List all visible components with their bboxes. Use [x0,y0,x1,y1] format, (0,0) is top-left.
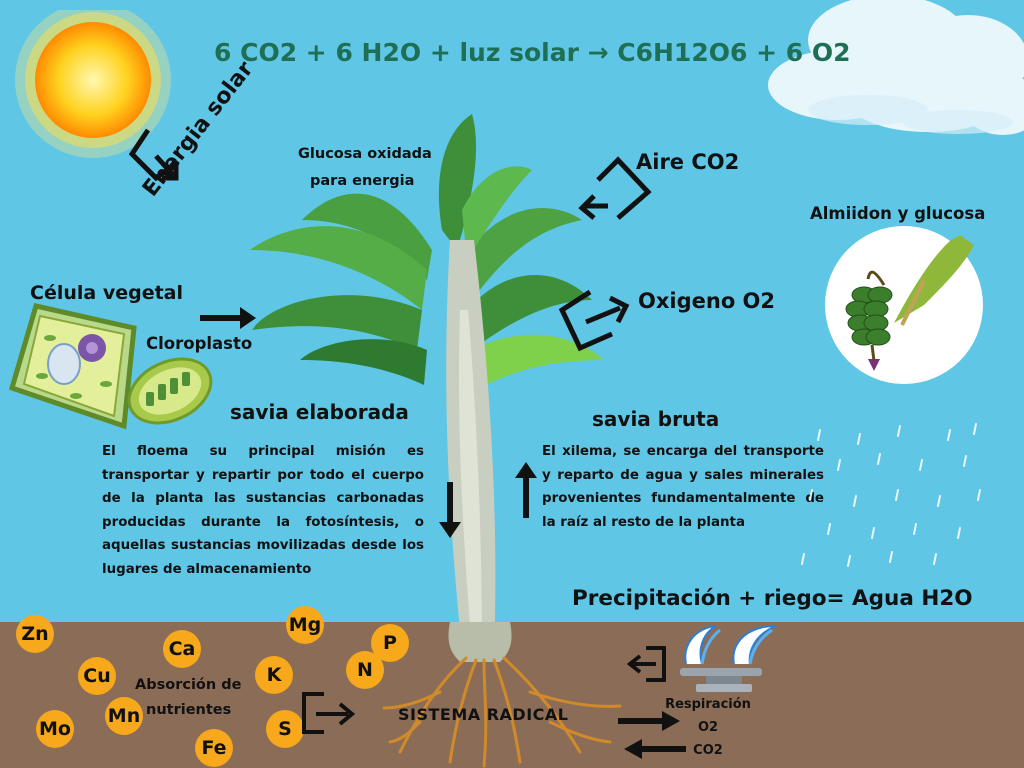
absorcion-label-line1: Absorción de [135,677,242,693]
nutrient-fe: Fe [195,729,233,767]
xilema-description: El xilema, se encarga del transporte y r… [542,444,824,530]
absorcion-label-line2: nutrientes [146,702,232,718]
respiracion-co2-label: CO2 [693,743,723,758]
glucosa-label-line2: para energia [310,173,415,189]
respiracion-o2-label: O2 [697,720,719,735]
roots-illustration [382,622,622,768]
floema-description: El floema su principal misión es transpo… [102,444,424,577]
nutrient-n: N [346,651,384,689]
photosynthesis-formula: 6 CO2 + 6 H2O + luz solar → C6H12O6 + 6 … [214,38,851,67]
chloroplast-illustration [127,357,213,425]
cloroplasto-label: Cloroplasto [146,334,253,353]
glucosa-label-line1: Glucosa oxidada [298,146,432,162]
energy-arrow-icon [128,128,180,182]
nutrient-k: K [255,656,293,694]
sun-illustration [15,10,171,158]
down-arrow-icon [439,482,461,538]
celula-vegetal-label: Célula vegetal [30,282,183,304]
nutrient-mn: Mn [105,697,143,735]
rain-illustration [801,423,981,567]
banana-bunch-illustration [825,226,983,384]
plant-cell-illustration [8,303,137,430]
cell-to-chloroplast-arrow-icon [200,307,256,329]
oxygen-out-arrow-icon [558,289,630,352]
co2-in-arrow-icon-bottom [624,739,686,759]
almidon-label: Almiidon y glucosa [810,204,986,223]
water-arrow-icon [626,646,666,682]
nutrient-ca: Ca [163,630,201,668]
nutrient-p: P [371,624,409,662]
sistema-radical-label: SISTEMA RADICAL [398,705,569,724]
absorption-arrow-icon [302,692,356,734]
nutrient-mg: Mg [286,606,324,644]
savia-bruta-label: savia bruta [592,407,720,431]
nutrient-cu: Cu [78,657,116,695]
o2-out-arrow-icon [618,711,680,731]
up-arrow-icon [515,462,537,518]
nutrient-zn: Zn [16,615,54,653]
savia-elaborada-label: savia elaborada [230,400,409,424]
nutrient-mo: Mo [36,710,74,748]
precipitacion-label: Precipitación + riego= Agua H2O [572,586,973,611]
cloud-illustration [768,0,1024,135]
co2-in-arrow-icon [578,156,652,220]
aire-co2-label: Aire CO2 [636,150,740,174]
oxigeno-label: Oxigeno O2 [638,289,776,313]
sprinkler-illustration [680,625,777,692]
respiracion-label: Respiración [665,697,751,712]
nutrient-s: S [266,710,304,748]
